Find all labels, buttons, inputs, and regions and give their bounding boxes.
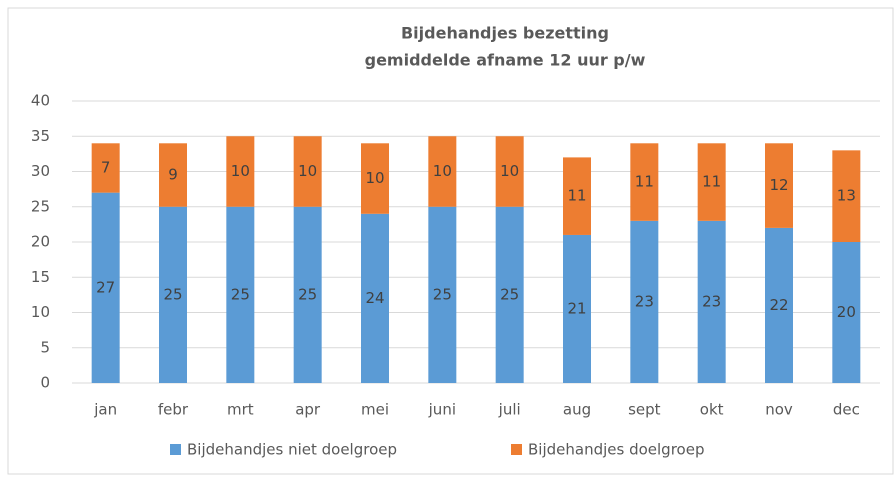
data-label: 10 bbox=[231, 162, 250, 180]
data-label: 24 bbox=[365, 289, 384, 307]
x-tick-label: sept bbox=[628, 401, 661, 419]
data-label: 11 bbox=[567, 187, 586, 205]
x-tick-label: mrt bbox=[227, 401, 254, 419]
data-label: 10 bbox=[500, 162, 519, 180]
bar-segment bbox=[495, 136, 524, 207]
bar-segment bbox=[765, 143, 793, 228]
data-label: 25 bbox=[163, 285, 182, 303]
y-tick-label: 35 bbox=[31, 127, 50, 145]
data-label: 27 bbox=[96, 278, 115, 296]
x-tick-label: juni bbox=[428, 401, 456, 419]
data-label: 10 bbox=[298, 162, 317, 180]
x-tick-label: aug bbox=[563, 401, 591, 419]
bar-segment bbox=[697, 220, 726, 383]
bar-segment bbox=[428, 206, 457, 383]
bar-segment bbox=[563, 234, 591, 383]
x-tick-label: febr bbox=[158, 401, 189, 419]
x-tick-label: jan bbox=[93, 401, 117, 419]
bar-segment bbox=[293, 136, 322, 207]
x-tick-label: dec bbox=[833, 401, 860, 419]
y-tick-label: 0 bbox=[40, 374, 50, 392]
y-tick-label: 5 bbox=[40, 338, 50, 356]
bar-segment bbox=[91, 192, 120, 383]
bar-segment bbox=[563, 157, 591, 235]
data-label: 10 bbox=[433, 162, 452, 180]
legend-swatch bbox=[511, 444, 522, 455]
bar-segment bbox=[293, 206, 322, 383]
bar-segment bbox=[630, 220, 659, 383]
bar-segment bbox=[697, 143, 726, 221]
bar-segment bbox=[832, 150, 861, 242]
bar-segment bbox=[226, 136, 255, 207]
bar-segment bbox=[226, 206, 255, 383]
x-tick-label: mei bbox=[361, 401, 389, 419]
bar-segment bbox=[495, 206, 524, 383]
data-label: 7 bbox=[101, 158, 111, 176]
data-label: 12 bbox=[769, 176, 788, 194]
data-label: 23 bbox=[702, 292, 721, 310]
y-tick-label: 20 bbox=[31, 233, 50, 251]
bar-segment bbox=[361, 143, 389, 214]
bar-segment bbox=[428, 136, 457, 207]
data-label: 25 bbox=[298, 285, 317, 303]
data-label: 20 bbox=[837, 303, 856, 321]
data-label: 10 bbox=[365, 169, 384, 187]
y-tick-label: 15 bbox=[31, 268, 50, 286]
data-label: 25 bbox=[500, 285, 519, 303]
legend-label: Bijdehandjes doelgroep bbox=[528, 441, 704, 459]
y-tick-label: 40 bbox=[31, 92, 50, 110]
data-label: 11 bbox=[702, 173, 721, 191]
data-label: 21 bbox=[567, 299, 586, 317]
data-label: 11 bbox=[635, 173, 654, 191]
data-label: 25 bbox=[231, 285, 250, 303]
legend-swatch bbox=[170, 444, 181, 455]
bar-segment bbox=[91, 143, 120, 193]
bar-segment bbox=[832, 242, 861, 383]
data-label: 13 bbox=[837, 187, 856, 205]
data-label: 23 bbox=[635, 292, 654, 310]
legend-label: Bijdehandjes niet doelgroep bbox=[187, 441, 397, 459]
x-tick-label: nov bbox=[765, 401, 793, 419]
bar-segment bbox=[159, 206, 187, 383]
x-tick-label: juli bbox=[498, 401, 521, 419]
x-tick-label: okt bbox=[700, 401, 724, 419]
y-tick-label: 25 bbox=[31, 197, 50, 215]
data-label: 9 bbox=[168, 166, 178, 184]
bar-segment bbox=[630, 143, 659, 221]
y-tick-label: 10 bbox=[31, 303, 50, 321]
y-tick-label: 30 bbox=[31, 162, 50, 180]
x-tick-label: apr bbox=[295, 401, 321, 419]
chart-title: Bijdehandjes bezetting bbox=[401, 24, 609, 43]
bar-segment bbox=[765, 227, 793, 383]
bar-segment bbox=[159, 143, 187, 207]
chart-subtitle: gemiddelde afname 12 uur p/w bbox=[365, 51, 646, 70]
bar-segment bbox=[361, 213, 389, 383]
data-label: 22 bbox=[769, 296, 788, 314]
data-label: 25 bbox=[433, 285, 452, 303]
